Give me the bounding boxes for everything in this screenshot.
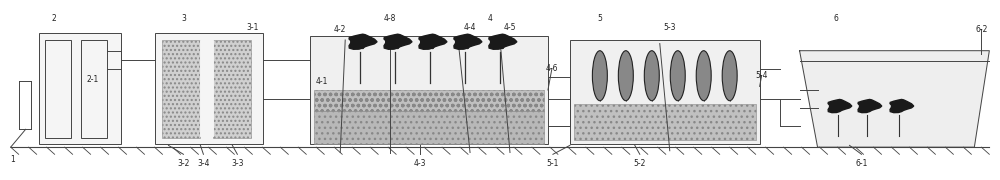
Bar [213,40,251,138]
Ellipse shape [618,51,633,101]
Polygon shape [800,51,989,147]
Text: 5-3: 5-3 [664,23,676,32]
Polygon shape [384,34,412,49]
Polygon shape [454,34,482,49]
Polygon shape [890,99,914,113]
Bar [45,40,71,138]
Polygon shape [489,34,517,49]
Text: 4-6: 4-6 [546,64,558,73]
Bar [574,104,756,140]
Bar [39,33,121,144]
Polygon shape [349,34,377,49]
Text: 4-1: 4-1 [316,76,328,86]
Ellipse shape [592,51,607,101]
Text: 4-3: 4-3 [414,159,426,168]
Bar [162,40,200,138]
Text: 6: 6 [833,14,838,23]
Text: 4: 4 [488,14,492,23]
Text: 2: 2 [51,14,56,23]
Text: 4-8: 4-8 [384,14,396,23]
Text: 4-2: 4-2 [334,25,346,34]
Polygon shape [858,99,882,113]
Bar [314,111,544,144]
Text: 3-1: 3-1 [246,23,259,32]
Polygon shape [828,99,852,113]
Polygon shape [419,34,447,49]
Text: 1: 1 [10,155,15,164]
Text: 3: 3 [181,14,186,23]
Bar [310,36,548,144]
Bar [570,40,760,144]
Text: 3-3: 3-3 [231,159,244,168]
Text: 5-1: 5-1 [547,159,559,168]
Bar [155,33,263,144]
Text: 4-5: 4-5 [504,23,516,32]
Ellipse shape [696,51,711,101]
Bar [314,90,544,111]
Ellipse shape [670,51,685,101]
Text: 3-2: 3-2 [177,159,190,168]
Text: 5: 5 [597,14,602,23]
Text: 6-1: 6-1 [855,159,868,168]
Text: 4-4: 4-4 [464,23,476,32]
Bar [81,40,107,138]
Text: 3-4: 3-4 [197,159,210,168]
Text: 5-2: 5-2 [634,159,646,168]
Text: 6-2: 6-2 [975,25,988,34]
Ellipse shape [644,51,659,101]
Text: 5-4: 5-4 [755,71,768,80]
Text: 2-1: 2-1 [86,75,99,84]
Bar [200,40,213,136]
Ellipse shape [722,51,737,101]
